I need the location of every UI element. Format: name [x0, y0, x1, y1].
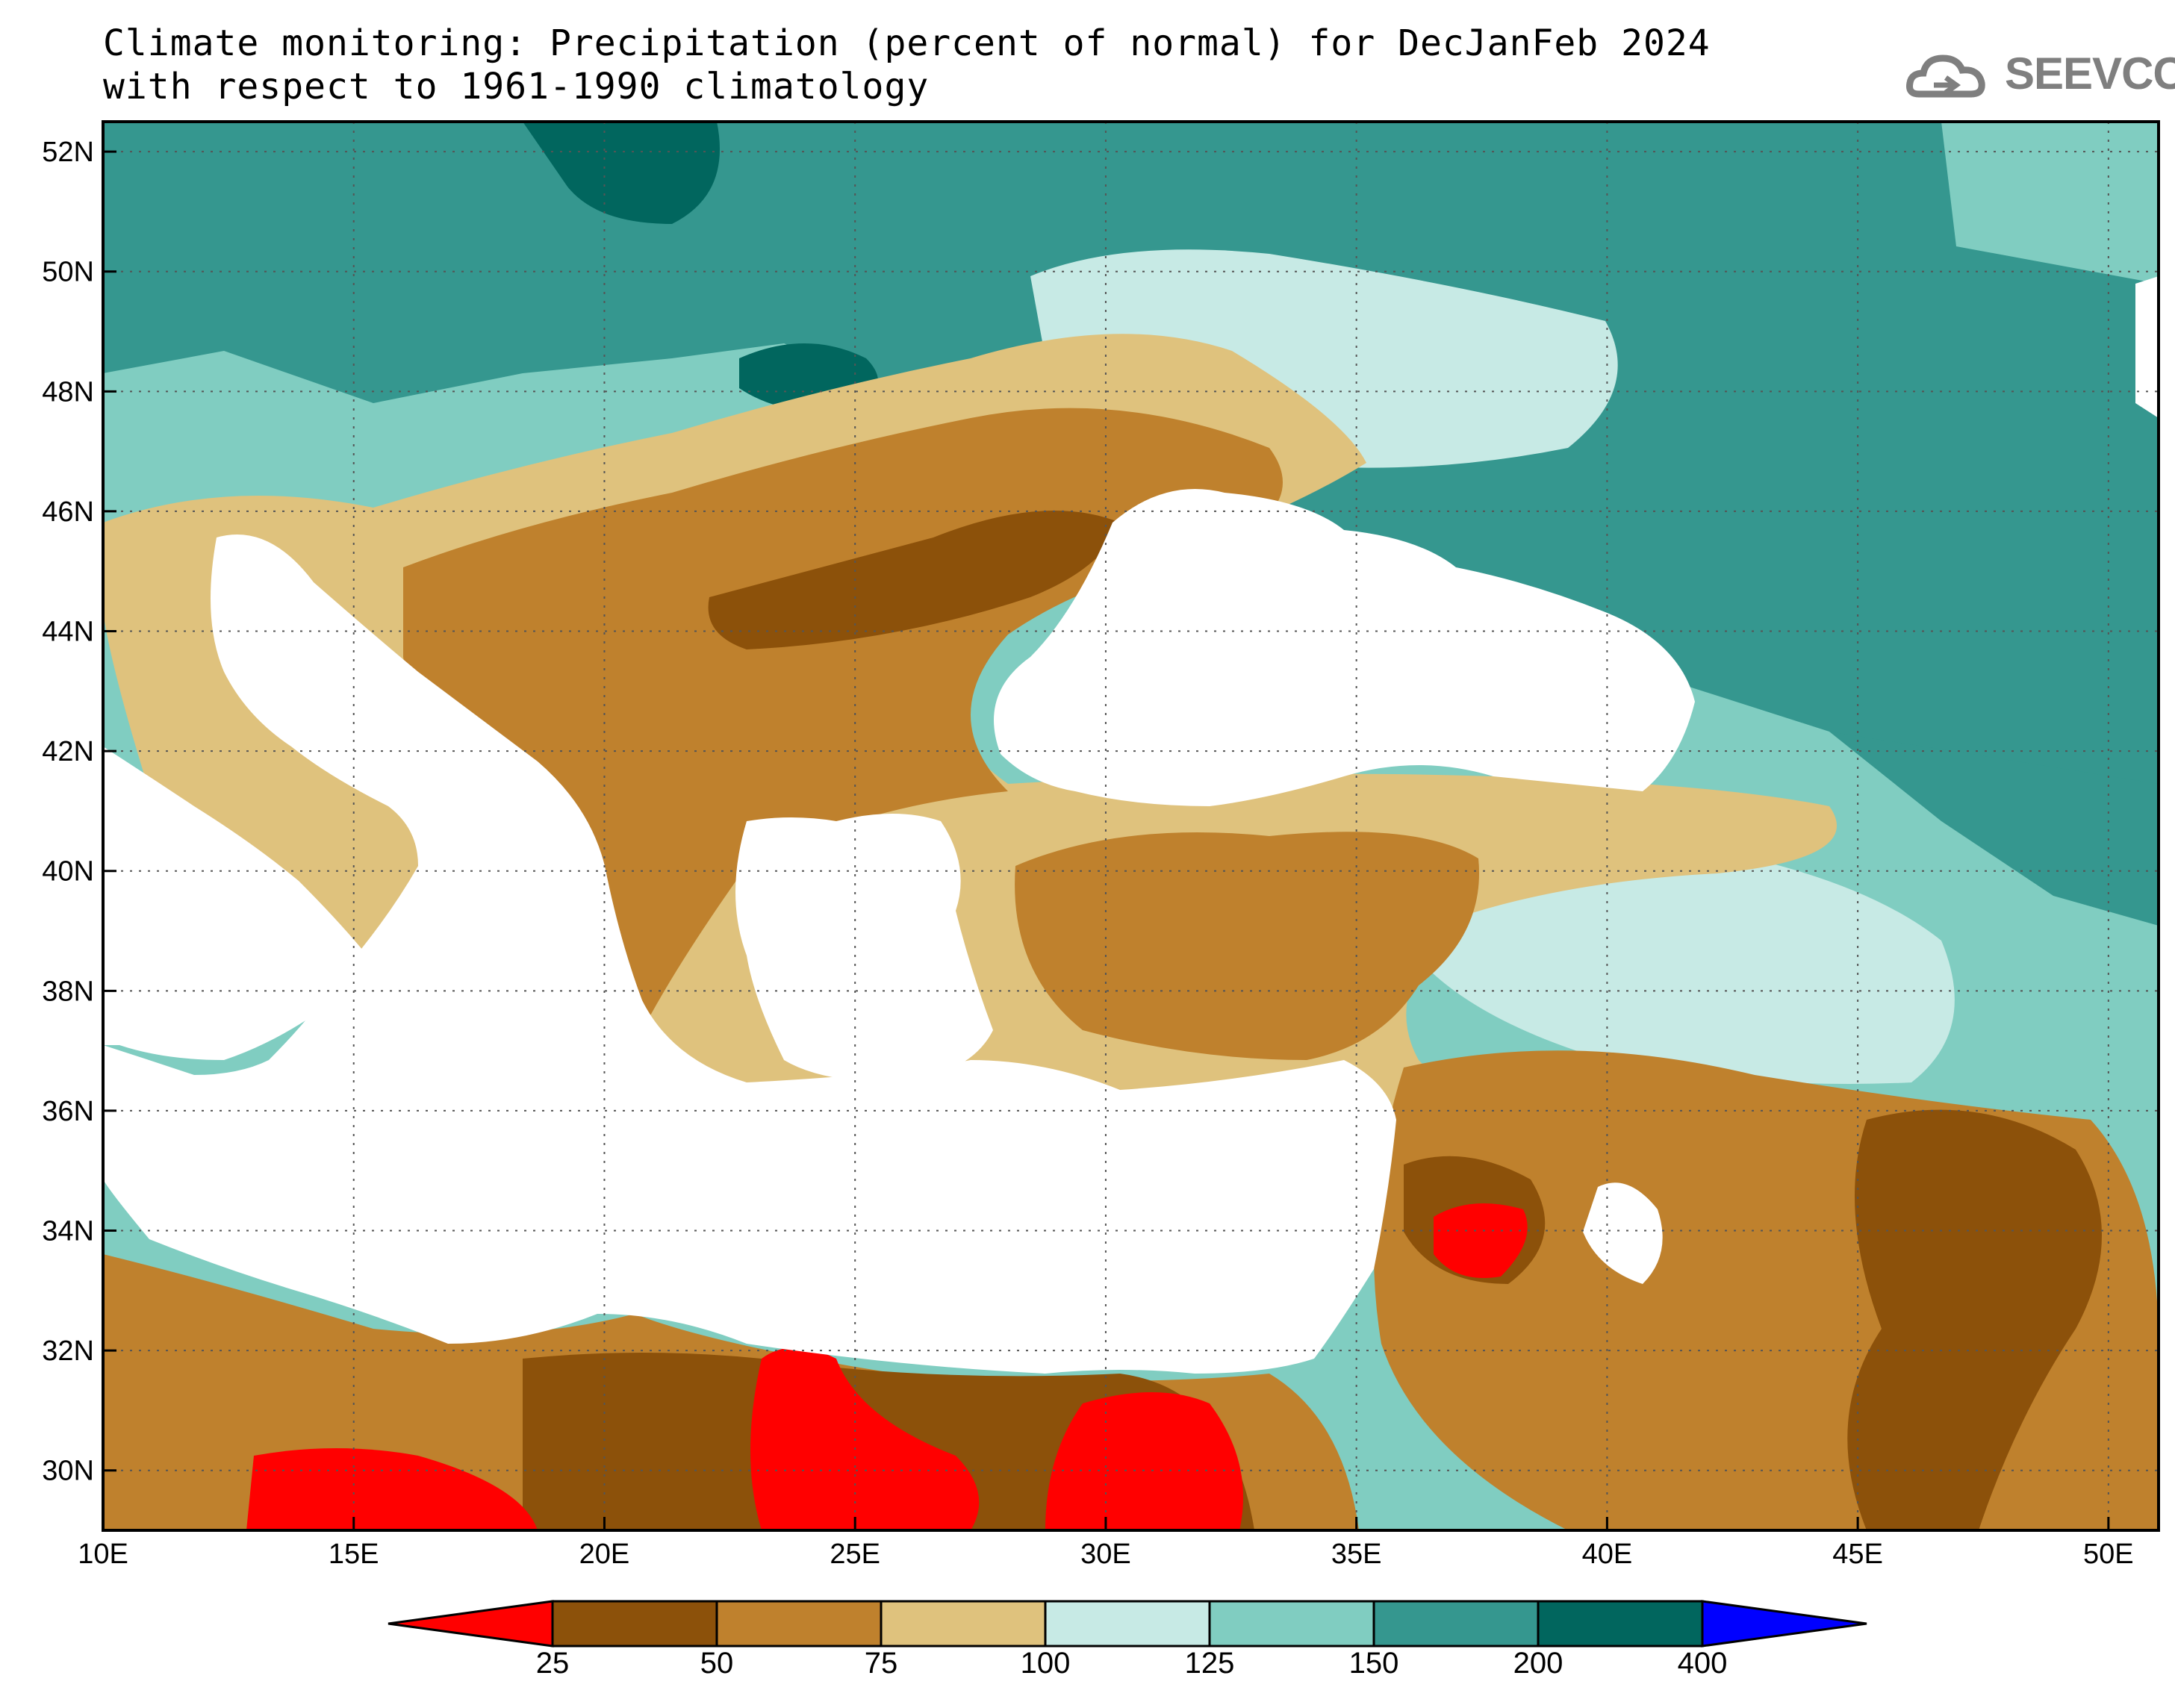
colorbar-high-arrow	[1701, 1600, 1867, 1648]
lon-tick-label: 25E	[830, 1539, 880, 1570]
aegean-sea	[735, 814, 993, 1082]
east-caucasus-teal	[1829, 732, 2159, 926]
colorbar-bin	[1537, 1600, 1704, 1648]
colorbar-bin	[1044, 1600, 1211, 1648]
colorbar-bin	[1372, 1600, 1540, 1648]
lat-tick-label: 50N	[42, 257, 94, 288]
lon-tick-label: 50E	[2083, 1539, 2134, 1570]
mesopotamia-very-dry	[1847, 1109, 2102, 1530]
anatolia-dry	[1015, 832, 1479, 1060]
data-gap-east	[2135, 276, 2159, 418]
lon-tick-label: 35E	[1331, 1539, 1382, 1570]
logo-text: SEEVCCC	[2005, 49, 2175, 99]
lat-tick-label: 40N	[42, 856, 94, 888]
lat-tick-label: 46N	[42, 496, 94, 528]
lat-tick-label: 44N	[42, 617, 94, 648]
data-gap-syria	[1583, 1182, 1663, 1284]
cloud-icon	[1906, 54, 1985, 98]
lat-tick-label: 38N	[42, 976, 94, 1007]
colorbar-bin	[551, 1600, 718, 1648]
nile-extreme-dry	[1045, 1392, 1243, 1530]
lat-tick-label: 42N	[42, 736, 94, 767]
colorbar-label: 200	[1513, 1647, 1563, 1680]
lon-tick-label: 20E	[579, 1539, 630, 1570]
map-title-line2: with respect to 1961-1990 climatology	[103, 66, 930, 107]
lat-tick-label: 32N	[42, 1335, 94, 1367]
lon-tick-label: 30E	[1080, 1539, 1131, 1570]
colorbar-label: 100	[1020, 1647, 1071, 1680]
lat-tick-label: 52N	[42, 137, 94, 168]
colorbar-label: 125	[1184, 1647, 1235, 1680]
colorbar-bin	[715, 1600, 883, 1648]
tyrrhenian-sea	[103, 747, 373, 1060]
axis-ticks: 10E 15E 20E 25E 30E 35E 40E 45E 50E 30N 32N 34N 36N 3…	[42, 137, 2133, 1570]
light-wet-anatolia	[1404, 838, 1955, 1084]
colorbar-label: 150	[1348, 1647, 1399, 1680]
levant-extreme-dry	[1434, 1203, 1528, 1278]
lon-tick-label: 10E	[78, 1539, 128, 1570]
lat-tick-label: 30N	[42, 1456, 94, 1487]
colorbar-label: 400	[1677, 1647, 1728, 1680]
adriatic-ionian-sea	[103, 534, 1396, 1374]
graticule	[103, 122, 2159, 1530]
lat-tick-label: 48N	[42, 376, 94, 408]
wet-patch-north	[523, 122, 720, 224]
colorbar-label: 75	[864, 1647, 898, 1680]
cyrenaica-extreme-dry	[750, 1347, 980, 1530]
lon-tick-label: 40E	[1582, 1539, 1633, 1570]
lat-tick-label: 34N	[42, 1216, 94, 1247]
north-teal-belt	[103, 122, 2159, 896]
libya-extreme-dry	[246, 1448, 538, 1530]
lon-tick-label: 15E	[329, 1539, 379, 1570]
black-sea	[994, 489, 1695, 806]
colorbar	[388, 1600, 1867, 1648]
colorbar-bin	[1208, 1600, 1375, 1648]
lon-tick-label: 45E	[1832, 1539, 1883, 1570]
colorbar-label: 25	[535, 1647, 570, 1680]
map-title-line1: Climate monitoring: Precipitation (perce…	[103, 22, 1711, 64]
lat-tick-label: 36N	[42, 1096, 94, 1127]
colorbar-bin	[880, 1600, 1047, 1648]
danube-very-dry	[708, 511, 1120, 649]
colorbar-low-arrow	[388, 1600, 554, 1648]
map-frame	[102, 120, 2160, 1532]
colorbar-label: 50	[700, 1647, 734, 1680]
